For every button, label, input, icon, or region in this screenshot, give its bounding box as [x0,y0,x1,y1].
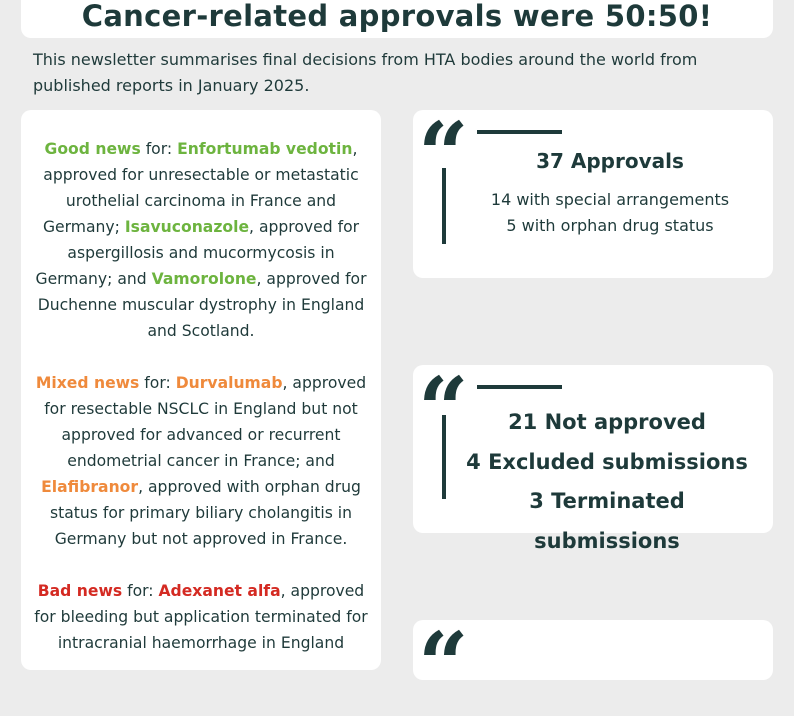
good-news-text-1: , approved for unresectable or metastati… [42,140,359,236]
bad-news-label: Bad news [37,582,123,600]
not-approved-count: 21 Not approved [508,410,706,434]
good-news-label: Good news [44,140,141,158]
good-news-text-3: , approved for Duchenne muscular dystrop… [37,270,367,340]
good-news-for: for: [140,140,178,158]
page-title: Cancer-related approvals were 50:50! [81,0,713,33]
drug-durvalumab: Durvalumab [175,374,283,392]
terminated-count: 3 Terminated submissions [529,489,685,553]
not-approved-card: “ 21 Not approved 4 Excluded submissions… [413,365,773,553]
decor-line-horizontal [477,130,562,134]
approvals-headline: 37 Approvals [536,149,684,173]
third-stat-card: “ [413,620,773,708]
bad-news-for: for: [122,582,159,600]
mixed-news-label: Mixed news [35,374,140,392]
approvals-orphan: 5 with orphan drug status [506,216,714,235]
decor-line-vertical [442,415,446,499]
drug-adexanet: Adexanet alfa [158,582,281,600]
drug-vamorolone: Vamorolone [151,270,257,288]
good-news-paragraph: Good news for: Enfortumab vedotin, appro… [34,110,369,344]
approvals-card: “ 37 Approvals 14 with special arrangeme… [413,110,773,278]
decor-line-vertical [442,168,446,244]
mixed-news-paragraph: Mixed news for: Durvalumab, approved for… [34,370,369,552]
intro-text: This newsletter summarises final decisio… [33,50,698,95]
approvals-stats: 37 Approvals 14 with special arrangement… [483,146,737,239]
drug-isavuconazole: Isavuconazole [124,218,250,236]
not-approved-stats: 21 Not approved 4 Excluded submissions 3… [457,403,757,561]
title-card: Cancer-related approvals were 50:50! [21,0,773,38]
decor-line-horizontal [477,385,562,389]
quote-mark-icon: “ [418,612,469,716]
mixed-news-text-1: , approved for resectable NSCLC in Engla… [44,374,367,470]
good-news-text-2: , approved for aspergillosis and mucormy… [35,218,360,288]
excluded-count: 4 Excluded submissions [466,449,748,474]
drug-enfortumab: Enfortumab vedotin [177,140,353,158]
news-list: Good news for: Enfortumab vedotin, appro… [34,110,369,656]
approvals-special: 14 with special arrangements [490,190,730,209]
mixed-news-text-2: , approved with orphan drug status for p… [49,478,361,548]
bad-news-paragraph: Bad news for: Adexanet alfa, approved fo… [34,578,369,656]
news-card: Good news for: Enfortumab vedotin, appro… [21,110,381,670]
drug-elafibranor: Elafibranor [41,478,139,496]
mixed-news-for: for: [139,374,176,392]
